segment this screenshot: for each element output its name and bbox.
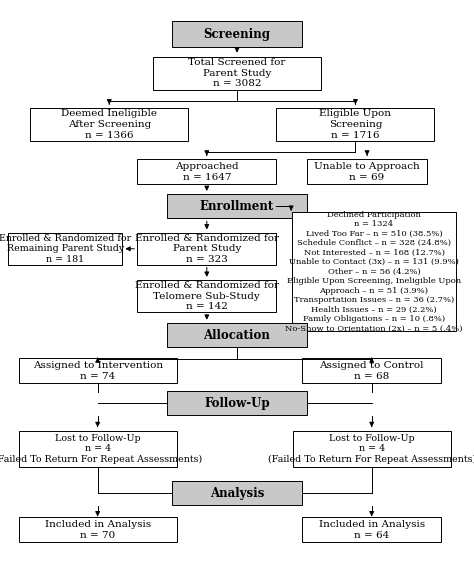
- Text: Enrollment: Enrollment: [200, 200, 274, 213]
- FancyBboxPatch shape: [172, 481, 302, 505]
- Text: Follow-Up: Follow-Up: [204, 397, 270, 410]
- Text: Included in Analysis
n = 64: Included in Analysis n = 64: [319, 520, 425, 540]
- Text: Eligible Upon
Screening
n = 1716: Eligible Upon Screening n = 1716: [319, 109, 392, 139]
- FancyBboxPatch shape: [137, 280, 276, 312]
- Text: Allocation: Allocation: [203, 329, 271, 342]
- Text: Lost to Follow-Up
n = 4
(Failed To Return For Repeat Assessments): Lost to Follow-Up n = 4 (Failed To Retur…: [268, 434, 474, 464]
- FancyBboxPatch shape: [137, 159, 276, 184]
- Text: Enrolled & Randomized for
Telomere Sub-Study
n = 142: Enrolled & Randomized for Telomere Sub-S…: [135, 281, 279, 311]
- FancyBboxPatch shape: [307, 159, 428, 184]
- Text: Screening: Screening: [203, 28, 271, 41]
- Text: Total Screened for
Parent Study
n = 3082: Total Screened for Parent Study n = 3082: [188, 58, 286, 88]
- FancyBboxPatch shape: [292, 211, 456, 332]
- FancyBboxPatch shape: [302, 358, 441, 383]
- Text: Assigned to Control
n = 68: Assigned to Control n = 68: [319, 361, 424, 380]
- Text: Assigned to Intervention
n = 74: Assigned to Intervention n = 74: [33, 361, 163, 380]
- FancyBboxPatch shape: [302, 517, 441, 543]
- FancyBboxPatch shape: [30, 108, 188, 141]
- FancyBboxPatch shape: [167, 391, 307, 416]
- Text: Unable to Approach
n = 69: Unable to Approach n = 69: [314, 162, 420, 181]
- Text: Enrolled & Randomized for
Remaining Parent Study
n = 181: Enrolled & Randomized for Remaining Pare…: [0, 234, 131, 264]
- FancyBboxPatch shape: [167, 323, 307, 347]
- Text: Declined Participation
n = 1324
Lived Too Far – n = 510 (38.5%)
Schedule Conflic: Declined Participation n = 1324 Lived To…: [285, 210, 463, 332]
- FancyBboxPatch shape: [18, 358, 177, 383]
- FancyBboxPatch shape: [172, 22, 302, 46]
- Text: Enrolled & Randomized for
Parent Study
n = 323: Enrolled & Randomized for Parent Study n…: [135, 234, 279, 264]
- Text: Deemed Ineligible
After Screening
n = 1366: Deemed Ineligible After Screening n = 13…: [61, 109, 157, 139]
- FancyBboxPatch shape: [154, 57, 320, 90]
- Text: Included in Analysis
n = 70: Included in Analysis n = 70: [45, 520, 151, 540]
- FancyBboxPatch shape: [18, 430, 177, 467]
- Text: Lost to Follow-Up
n = 4
(Failed To Return For Repeat Assessments): Lost to Follow-Up n = 4 (Failed To Retur…: [0, 434, 202, 464]
- FancyBboxPatch shape: [137, 233, 276, 265]
- FancyBboxPatch shape: [293, 430, 451, 467]
- Text: Analysis: Analysis: [210, 486, 264, 500]
- Text: Approached
n = 1647: Approached n = 1647: [175, 162, 238, 181]
- FancyBboxPatch shape: [8, 233, 122, 265]
- FancyBboxPatch shape: [18, 517, 177, 543]
- FancyBboxPatch shape: [276, 108, 434, 141]
- FancyBboxPatch shape: [167, 194, 307, 218]
